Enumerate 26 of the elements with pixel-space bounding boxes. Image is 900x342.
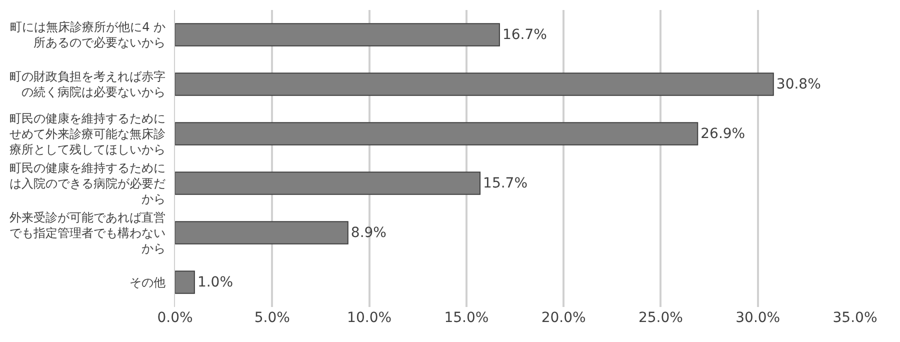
bar bbox=[175, 23, 500, 46]
bar bbox=[175, 122, 698, 146]
data-label: 8.9% bbox=[350, 224, 386, 241]
x-tick-label: 25.0% bbox=[638, 310, 683, 326]
bar bbox=[175, 72, 774, 96]
y-tick-label: 外来受診が可能であれば直営でも指定管理者でも構わないから bbox=[10, 210, 166, 256]
data-label: 30.8% bbox=[776, 76, 821, 92]
data-label: 26.9% bbox=[700, 126, 746, 142]
x-tick-label: 20.0% bbox=[541, 310, 586, 326]
data-label: 1.0% bbox=[197, 274, 234, 290]
y-tick-label: 町民の健康を維持するためには入院のできる病院が必要だから bbox=[10, 160, 166, 206]
bar bbox=[175, 270, 195, 294]
y-tick-label: 町には無床診療所が他に4 か所あるので必要ないから bbox=[10, 20, 166, 50]
x-tick-label: 5.0% bbox=[254, 310, 290, 326]
bar bbox=[175, 221, 348, 244]
x-tick-label: 0.0% bbox=[157, 310, 193, 326]
y-tick-label: その他 bbox=[130, 275, 166, 290]
x-tick-label: 15.0% bbox=[444, 310, 489, 326]
y-tick-label: 町の財政負担を考えれば赤字の続く病院は必要ないから bbox=[10, 70, 166, 100]
x-tick-label: 35.0% bbox=[832, 310, 878, 326]
data-label: 15.7% bbox=[483, 175, 528, 192]
x-tick-label: 30.0% bbox=[736, 310, 780, 326]
x-tick-label: 10.0% bbox=[347, 310, 392, 326]
bar bbox=[175, 172, 481, 195]
y-tick-label: 町民の健康を維持するためにせめて外来診療可能な無床診療所として残してほしいから bbox=[10, 111, 166, 157]
data-label: 16.7% bbox=[502, 26, 547, 43]
